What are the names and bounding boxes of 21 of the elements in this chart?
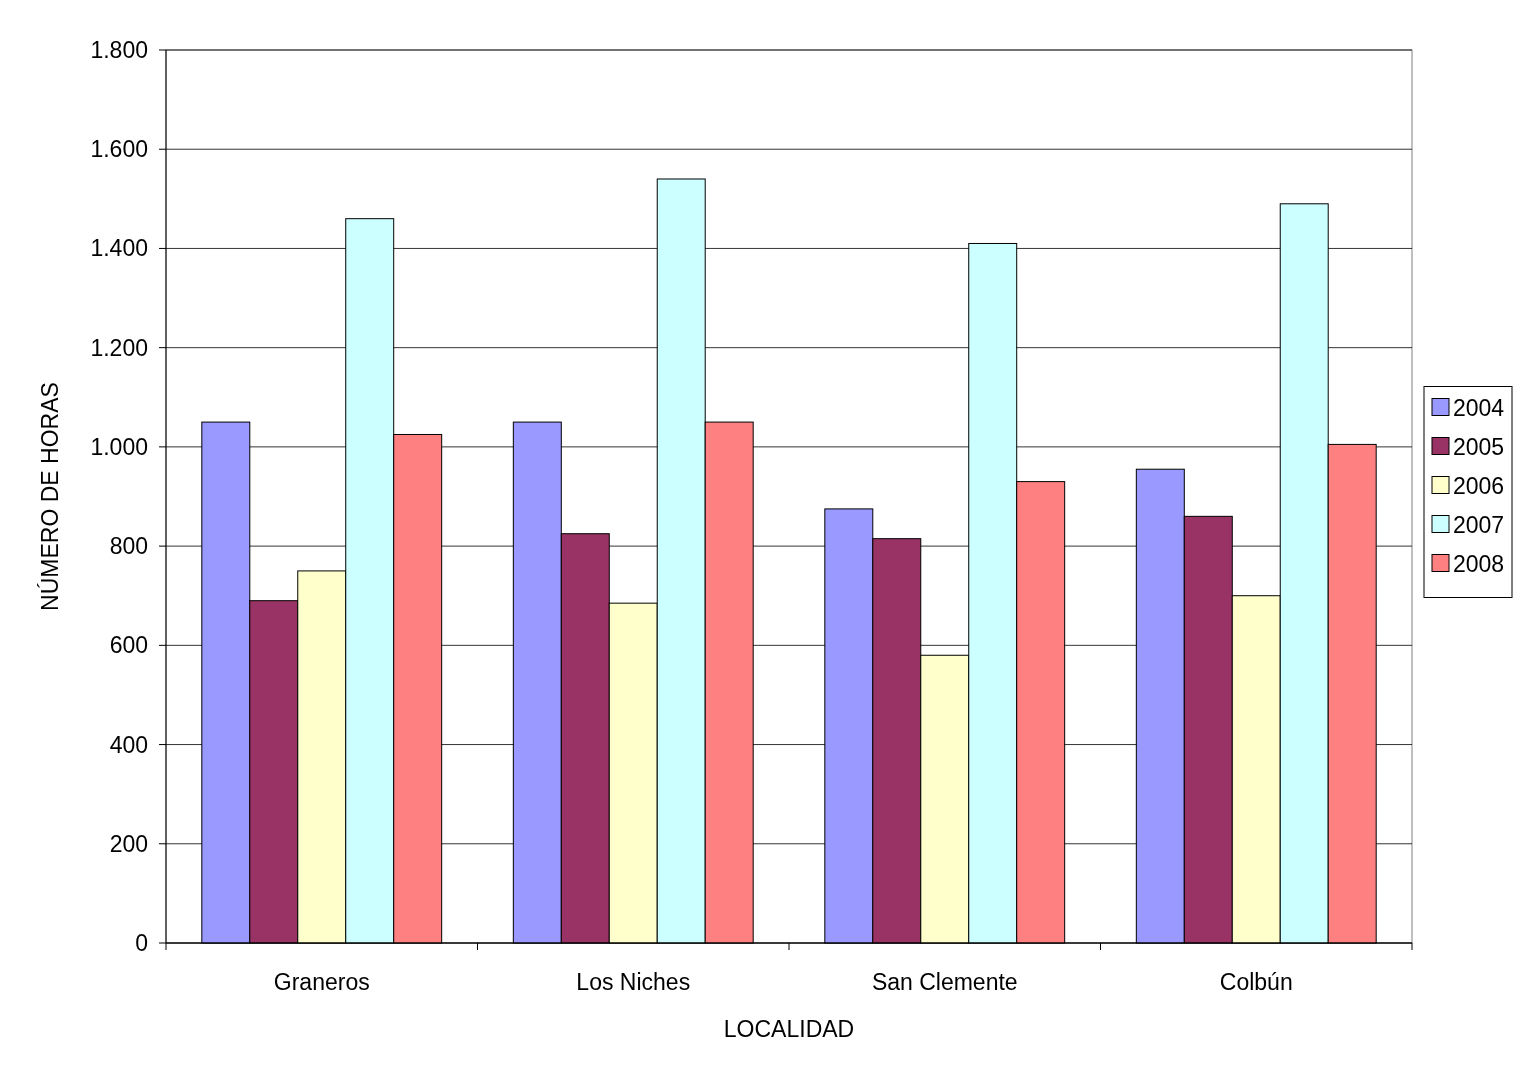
- y-tick-label: 1.800: [90, 37, 148, 64]
- legend-label: 2008: [1453, 550, 1505, 577]
- x-tick-label: Colbún: [1219, 969, 1293, 995]
- y-tick-label: 0: [135, 930, 148, 957]
- legend-label: 2004: [1453, 394, 1505, 421]
- x-tick-label: Graneros: [273, 969, 370, 995]
- y-tick-label: 1.000: [90, 433, 148, 460]
- y-tick-label: 1.200: [90, 334, 148, 361]
- y-tick-label: 600: [109, 632, 148, 659]
- y-tick-label: 1.400: [90, 235, 148, 262]
- legend-label: 2007: [1453, 511, 1505, 538]
- legend-label: 2005: [1453, 433, 1505, 460]
- y-tick-label: 1.600: [90, 136, 148, 163]
- y-tick-label: 200: [109, 830, 148, 857]
- x-tick-label: San Clemente: [871, 969, 1018, 995]
- y-tick-label: 800: [109, 533, 148, 560]
- x-axis-title: LOCALIDAD: [723, 1016, 855, 1042]
- y-axis-title: NÚMERO DE HORAS: [37, 382, 63, 611]
- y-tick-label: 400: [109, 731, 148, 758]
- legend-label: 2006: [1453, 472, 1505, 499]
- x-tick-label: Los Niches: [576, 969, 691, 995]
